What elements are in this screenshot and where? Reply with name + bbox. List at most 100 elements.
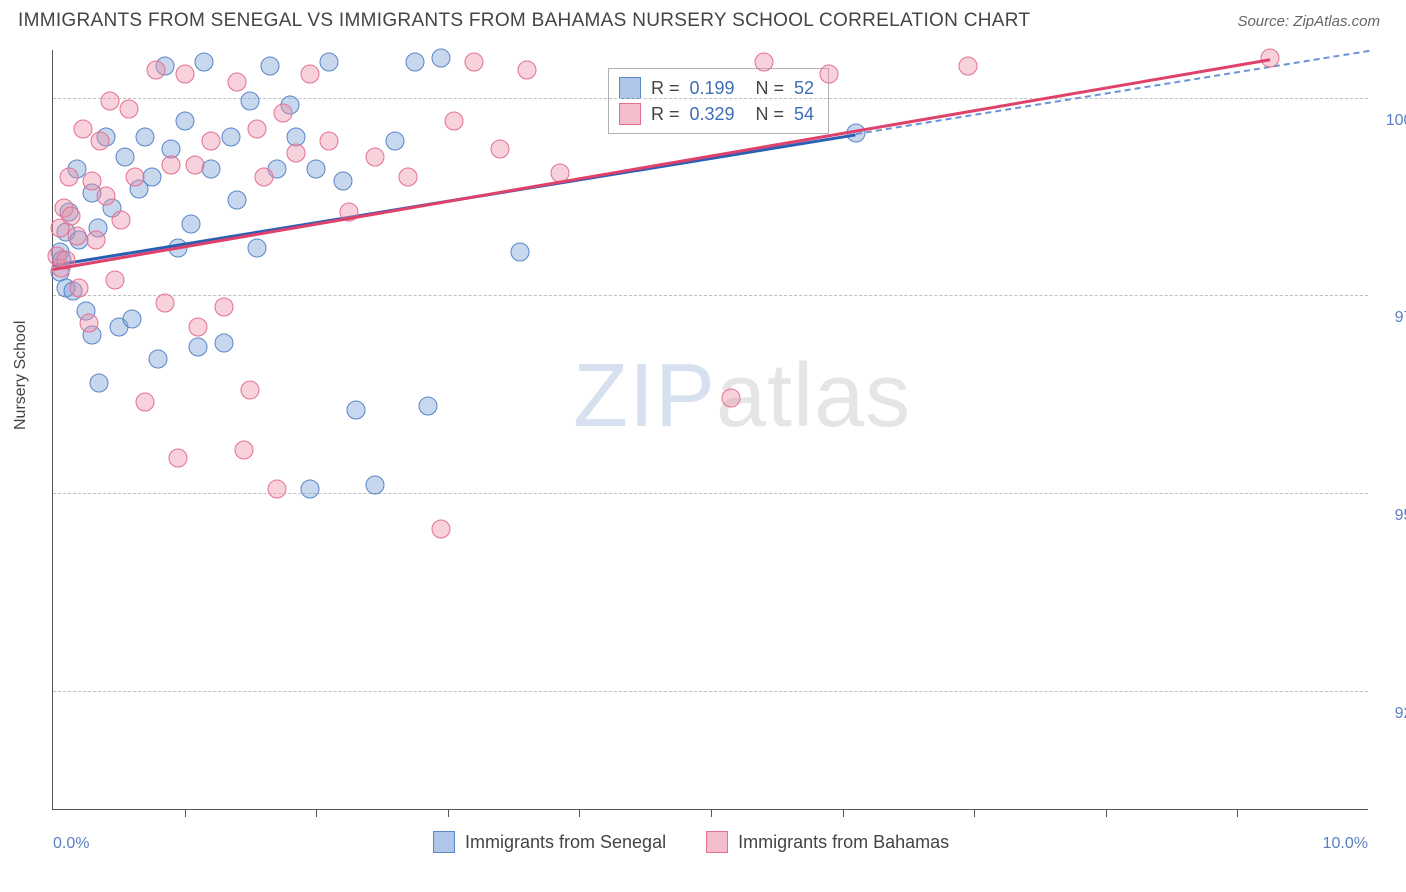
data-point-senegal bbox=[405, 52, 424, 71]
data-point-bahamas bbox=[162, 155, 181, 174]
data-point-bahamas bbox=[320, 132, 339, 151]
x-tick bbox=[711, 809, 712, 817]
x-tick-label: 0.0% bbox=[53, 835, 89, 853]
data-point-senegal bbox=[215, 333, 234, 352]
legend-swatch-pink bbox=[706, 831, 728, 853]
data-point-bahamas bbox=[120, 100, 139, 119]
source-credit: Source: ZipAtlas.com bbox=[1237, 13, 1380, 30]
data-point-senegal bbox=[366, 476, 385, 495]
data-point-bahamas bbox=[186, 155, 205, 174]
data-point-bahamas bbox=[67, 227, 86, 246]
data-point-senegal bbox=[136, 128, 155, 147]
y-tick-label: 92.5% bbox=[1395, 705, 1406, 723]
data-point-senegal bbox=[241, 92, 260, 111]
data-point-senegal bbox=[386, 132, 405, 151]
data-point-senegal bbox=[188, 337, 207, 356]
data-point-bahamas bbox=[62, 207, 81, 226]
data-point-bahamas bbox=[155, 294, 174, 313]
data-point-bahamas bbox=[300, 64, 319, 83]
data-point-bahamas bbox=[215, 298, 234, 317]
data-point-senegal bbox=[320, 52, 339, 71]
scatter-chart: ZIPatlas R =0.199N =52R =0.329N =54 Immi… bbox=[52, 50, 1368, 810]
data-point-bahamas bbox=[491, 139, 510, 158]
data-point-bahamas bbox=[87, 231, 106, 250]
data-point-senegal bbox=[261, 56, 280, 75]
legend-item-bahamas: Immigrants from Bahamas bbox=[706, 831, 949, 853]
data-point-senegal bbox=[228, 191, 247, 210]
y-tick-label: 100.0% bbox=[1386, 112, 1406, 130]
data-point-bahamas bbox=[74, 120, 93, 139]
legend-n-label: N = bbox=[756, 78, 785, 99]
x-tick-label: 10.0% bbox=[1323, 835, 1368, 853]
data-point-bahamas bbox=[958, 56, 977, 75]
data-point-bahamas bbox=[201, 132, 220, 151]
data-point-bahamas bbox=[79, 314, 98, 333]
data-point-senegal bbox=[432, 48, 451, 67]
legend-r-value: 0.199 bbox=[690, 78, 746, 99]
data-point-bahamas bbox=[96, 187, 115, 206]
x-tick bbox=[974, 809, 975, 817]
data-point-bahamas bbox=[465, 52, 484, 71]
data-point-bahamas bbox=[112, 211, 131, 230]
watermark: ZIPatlas bbox=[573, 345, 911, 448]
legend-series: Immigrants from Senegal Immigrants from B… bbox=[433, 831, 949, 853]
legend-n-value: 54 bbox=[794, 104, 814, 125]
data-point-senegal bbox=[182, 215, 201, 234]
data-point-senegal bbox=[175, 112, 194, 131]
data-point-bahamas bbox=[241, 381, 260, 400]
data-point-bahamas bbox=[820, 64, 839, 83]
y-tick-label: 95.0% bbox=[1395, 507, 1406, 525]
x-tick bbox=[185, 809, 186, 817]
legend-swatch-pink bbox=[619, 103, 641, 125]
legend-swatch-blue bbox=[433, 831, 455, 853]
legend-swatch-blue bbox=[619, 77, 641, 99]
data-point-senegal bbox=[90, 373, 109, 392]
data-point-senegal bbox=[300, 480, 319, 499]
x-tick bbox=[843, 809, 844, 817]
gridline-h bbox=[53, 493, 1368, 494]
data-point-senegal bbox=[247, 238, 266, 257]
data-point-bahamas bbox=[267, 480, 286, 499]
data-point-bahamas bbox=[721, 389, 740, 408]
x-tick bbox=[448, 809, 449, 817]
legend-r-value: 0.329 bbox=[690, 104, 746, 125]
legend-item-senegal: Immigrants from Senegal bbox=[433, 831, 666, 853]
x-tick bbox=[1237, 809, 1238, 817]
legend-n-value: 52 bbox=[794, 78, 814, 99]
data-point-bahamas bbox=[228, 72, 247, 91]
data-point-senegal bbox=[221, 128, 240, 147]
data-point-senegal bbox=[346, 401, 365, 420]
data-point-bahamas bbox=[754, 52, 773, 71]
chart-title: IMMIGRANTS FROM SENEGAL VS IMMIGRANTS FR… bbox=[18, 10, 1030, 32]
data-point-bahamas bbox=[517, 60, 536, 79]
data-point-senegal bbox=[149, 349, 168, 368]
data-point-bahamas bbox=[445, 112, 464, 131]
data-point-senegal bbox=[142, 167, 161, 186]
legend-r-label: R = bbox=[651, 104, 680, 125]
data-point-senegal bbox=[333, 171, 352, 190]
data-point-bahamas bbox=[125, 167, 144, 186]
data-point-senegal bbox=[122, 310, 141, 329]
gridline-h bbox=[53, 691, 1368, 692]
data-point-bahamas bbox=[100, 92, 119, 111]
data-point-bahamas bbox=[1261, 48, 1280, 67]
data-point-bahamas bbox=[59, 167, 78, 186]
x-tick bbox=[1106, 809, 1107, 817]
data-point-bahamas bbox=[91, 132, 110, 151]
legend-r-label: R = bbox=[651, 78, 680, 99]
plot-area: ZIPatlas R =0.199N =52R =0.329N =54 Immi… bbox=[52, 50, 1368, 810]
data-point-senegal bbox=[419, 397, 438, 416]
data-point-bahamas bbox=[146, 60, 165, 79]
legend-series-label: Immigrants from Bahamas bbox=[738, 832, 949, 853]
data-point-senegal bbox=[116, 147, 135, 166]
y-tick-label: 97.5% bbox=[1395, 309, 1406, 327]
data-point-senegal bbox=[195, 52, 214, 71]
data-point-bahamas bbox=[169, 448, 188, 467]
data-point-bahamas bbox=[399, 167, 418, 186]
x-tick bbox=[579, 809, 580, 817]
x-tick bbox=[316, 809, 317, 817]
data-point-bahamas bbox=[188, 318, 207, 337]
data-point-bahamas bbox=[70, 278, 89, 297]
data-point-bahamas bbox=[274, 104, 293, 123]
legend-stats-row: R =0.329N =54 bbox=[619, 101, 814, 127]
